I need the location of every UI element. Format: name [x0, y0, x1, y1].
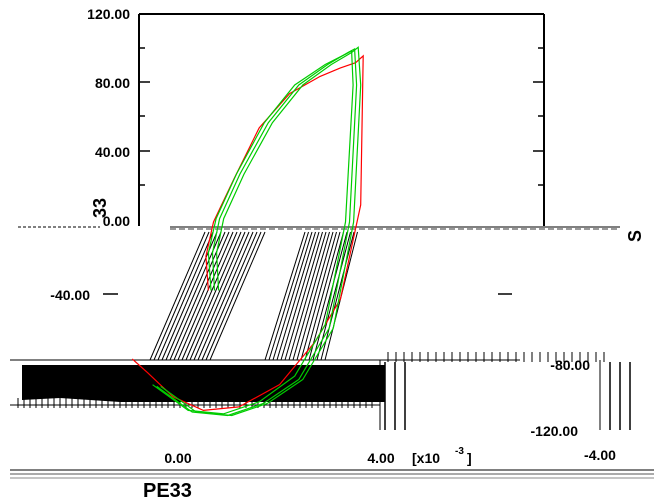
overlap-hatch: [300, 231, 337, 361]
x-unit-close: ]: [467, 450, 472, 466]
overlap-frame-lines: [10, 359, 654, 479]
overlap-hatch: [173, 231, 230, 361]
overlap-hatch: [205, 231, 262, 361]
overlap-hatch: [268, 231, 309, 361]
y-tick-marks: [103, 47, 544, 295]
overlap-hatch: [280, 231, 320, 361]
series-line-4: [160, 46, 362, 417]
overlap-hatch: [276, 231, 316, 361]
overlap-tick-label: -80.00: [550, 357, 590, 373]
y-tick-label: 40.00: [95, 144, 130, 160]
overlap-hatch: [189, 231, 246, 361]
y-tick-label: 80.00: [95, 75, 130, 91]
overlap-hatch: [292, 231, 330, 361]
overlap-hatch: [157, 231, 214, 361]
series-layer: [131, 46, 364, 417]
y-tick-label: 0.00: [103, 213, 130, 229]
overlap-hatch: [304, 231, 341, 361]
overlap-tick-label: -4.00: [584, 447, 616, 463]
overlap-hatch: [149, 231, 206, 361]
y-tick-labels: 120.00 80.00 40.00 0.00 -40.00 -80.00 -1…: [50, 6, 590, 439]
x-unit-label: [x10: [412, 450, 440, 466]
series-line-3: [156, 48, 358, 417]
overlap-hatch: [272, 231, 313, 361]
overlap-hatch: [308, 231, 344, 361]
overlap-hatch: [288, 231, 327, 361]
overlap-hatch: [264, 231, 306, 361]
x-tick-label: 4.00: [367, 450, 394, 466]
overlap-hatch: [209, 231, 266, 361]
overlap-hatch: [177, 231, 234, 361]
x-unit-exponent: -3: [455, 446, 464, 457]
overlap-hatch: [193, 231, 250, 361]
overlap-hatch: [153, 231, 210, 361]
overlap-hatch: [181, 231, 238, 361]
overlap-hatching: [17, 231, 631, 430]
overlap-hatch: [201, 231, 258, 361]
overlap-hatch: [312, 231, 348, 361]
y-axis-label: 33: [90, 198, 110, 218]
overlap-tick-label: -120.00: [531, 423, 579, 439]
x-axis-label: PE33: [143, 480, 192, 501]
overlap-hatch: [165, 231, 222, 361]
y-tick-label: -40.00: [50, 287, 90, 303]
overlap-hatch: [161, 231, 218, 361]
right-axis-glyph: S: [625, 230, 645, 242]
overlap-hatch: [284, 231, 323, 361]
zero-line-overlap: [18, 226, 620, 230]
x-tick-labels: 0.00 4.00 -4.00 [x10 -3 ]: [164, 446, 616, 466]
overlap-hatch: [185, 231, 242, 361]
overlap-hatch: [296, 231, 334, 361]
x-tick-label: 0.00: [164, 450, 191, 466]
overlap-hatch: [197, 231, 254, 361]
y-tick-label: 120.00: [87, 6, 130, 22]
overlap-block: [22, 365, 385, 402]
overlap-hatch: [169, 231, 226, 361]
